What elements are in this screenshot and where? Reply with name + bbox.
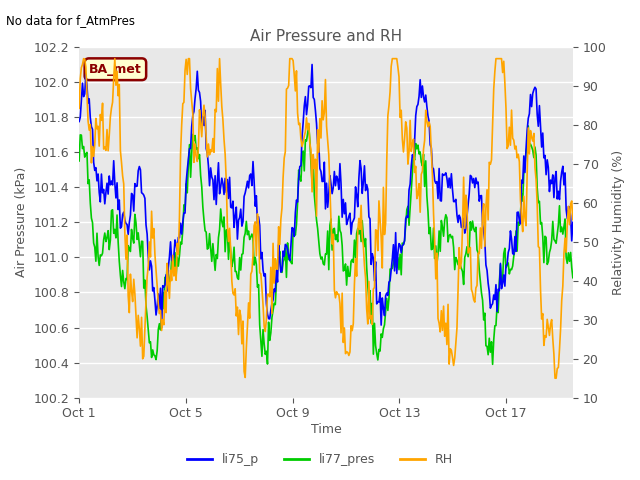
X-axis label: Time: Time: [310, 423, 341, 436]
Text: BA_met: BA_met: [89, 63, 142, 76]
Legend: li75_p, li77_pres, RH: li75_p, li77_pres, RH: [182, 448, 458, 471]
Title: Air Pressure and RH: Air Pressure and RH: [250, 29, 402, 44]
Y-axis label: Air Pressure (kPa): Air Pressure (kPa): [15, 167, 28, 277]
Y-axis label: Relativity Humidity (%): Relativity Humidity (%): [612, 150, 625, 295]
Text: No data for f_AtmPres: No data for f_AtmPres: [6, 14, 136, 27]
